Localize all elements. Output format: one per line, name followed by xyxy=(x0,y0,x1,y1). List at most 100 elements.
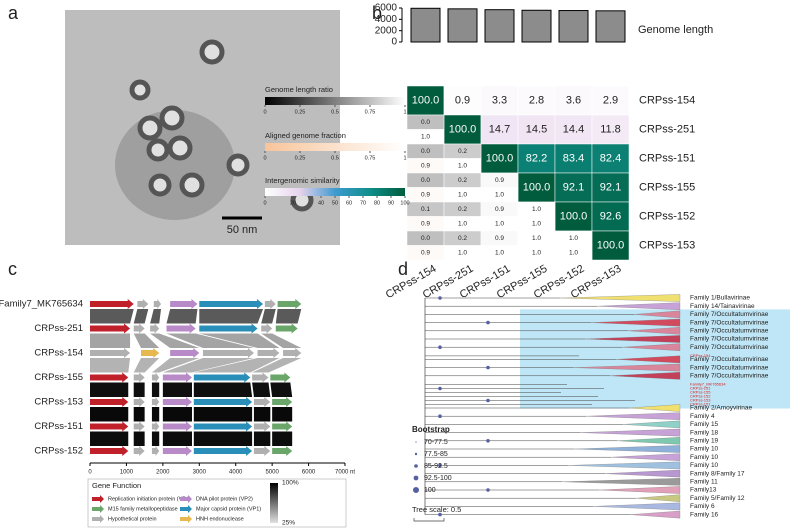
gene-arrow xyxy=(272,446,293,456)
homology-link xyxy=(261,309,276,324)
clade xyxy=(633,310,681,319)
x-tick-label: 5000 xyxy=(265,470,279,476)
gene-arrow xyxy=(90,323,131,334)
homology-link xyxy=(199,309,264,324)
similarity-cell xyxy=(591,230,630,261)
cell-label: 100.0 xyxy=(486,152,514,164)
homology-link xyxy=(133,333,160,348)
gene-arrow xyxy=(257,348,280,358)
homology-link xyxy=(133,358,160,373)
legend-swatch xyxy=(92,515,104,523)
leaf-label: Family 10 xyxy=(690,454,719,461)
leaf-label: Family 16 xyxy=(690,511,719,518)
homology-link xyxy=(252,358,302,373)
gene-arrow xyxy=(264,299,276,309)
bootstrap-node xyxy=(486,398,490,403)
clade xyxy=(604,469,681,478)
similarity-cell xyxy=(591,143,630,174)
cell-label: 1.0 xyxy=(458,249,467,256)
homology-link xyxy=(253,431,271,446)
homology-link xyxy=(90,309,134,324)
bootstrap-node xyxy=(438,463,442,468)
bar xyxy=(484,9,515,43)
cell-label: 3.3 xyxy=(492,94,507,106)
gene-arrow xyxy=(150,323,160,334)
colorbar-tick-label: 1 xyxy=(403,155,406,161)
homology-link xyxy=(261,333,302,348)
similarity-cell xyxy=(443,114,482,145)
gene-arrow xyxy=(90,446,129,456)
colorbar-tick-label: 20 xyxy=(290,200,296,206)
cell-label: 0.0 xyxy=(421,119,430,126)
clade xyxy=(573,445,681,453)
legend-label: 70-77.5 xyxy=(424,439,448,446)
clade xyxy=(585,412,681,420)
homology-link xyxy=(272,431,293,446)
legend-label: Replication initiation protein (VP4) xyxy=(108,496,191,502)
bootstrap-node xyxy=(438,386,442,391)
gene-arrow xyxy=(193,372,251,383)
colorbar-tick-label: 100 xyxy=(400,200,409,206)
cell-label: 92.1 xyxy=(600,181,621,193)
cell-label: 1.0 xyxy=(569,235,578,242)
colorbar-tick-label: 0 xyxy=(263,200,266,206)
row-label: Family7_MK765634 xyxy=(0,299,83,310)
homology-link xyxy=(90,333,131,348)
gene-arrow xyxy=(277,299,302,309)
colorbar-tick-label: 80 xyxy=(374,200,380,206)
cell-label: 0.1 xyxy=(421,206,430,213)
leaf-label: Family 2/Amoyvirinae xyxy=(690,405,753,412)
row-label: CRPss-154 xyxy=(34,348,83,359)
bootstrap-node xyxy=(486,488,490,492)
gene-arrow xyxy=(170,299,198,309)
clade xyxy=(615,355,681,364)
similarity-cell xyxy=(406,85,445,116)
cell-label: 1.0 xyxy=(532,206,541,213)
homology-link xyxy=(150,333,200,348)
leaf-label: Family 5/Family 12 xyxy=(690,495,745,502)
leaf-label: CRPss-151 xyxy=(690,402,711,407)
homology-link xyxy=(199,333,280,348)
cell-label: 1.0 xyxy=(421,133,430,140)
bar xyxy=(410,7,441,43)
homology-link xyxy=(252,382,271,397)
colorbar-tick-label: 0 xyxy=(263,109,266,115)
colorbar-tick-label: 0.25 xyxy=(295,155,306,161)
similarity-cell xyxy=(591,85,630,116)
leaf-label: Family 4 xyxy=(690,413,715,420)
gene-arrow xyxy=(162,446,192,456)
clade xyxy=(621,343,681,351)
clade xyxy=(610,453,681,461)
cell-label: 0.9 xyxy=(421,191,430,198)
leaf-label: Family13 xyxy=(690,487,717,494)
homology-link xyxy=(150,309,162,324)
leaf-label: Family 7/Occultatumvirinae xyxy=(690,356,769,363)
scale-bar-label: 50 nm xyxy=(227,224,258,236)
colorbar-tick-label: 0.75 xyxy=(365,109,376,115)
leaf-label: CRPss-251 xyxy=(690,386,711,391)
gene-arrow xyxy=(90,348,131,358)
row-label: CRPss-155 xyxy=(639,181,695,193)
colorbar-tick-label: 70 xyxy=(360,200,366,206)
homology-link xyxy=(270,382,293,397)
leaf-label: Family 11 xyxy=(690,479,718,486)
gene-arrow xyxy=(162,421,192,432)
homology-link xyxy=(162,407,192,422)
row-label: CRPss-152 xyxy=(34,446,83,457)
gene-arrow xyxy=(272,421,293,432)
clade xyxy=(572,363,681,372)
colorbar-tick-label: 0 xyxy=(263,155,266,161)
row-label: CRPss-151 xyxy=(639,152,695,164)
leaf-label: Family 7/Occultatumvirinae xyxy=(690,328,769,335)
gene-arrow xyxy=(272,397,293,407)
leaf-label: Family 7/Occultatumvirinae xyxy=(690,344,769,351)
legend-label: M15 family metallopeptidase xyxy=(108,506,178,512)
homology-link xyxy=(151,407,160,422)
tree-scale: Tree scale: 0.5 xyxy=(412,505,461,514)
micrograph xyxy=(65,10,340,245)
similarity-cell xyxy=(517,114,556,145)
gene-arrow xyxy=(162,397,192,407)
row-label: CRPss-251 xyxy=(34,323,83,334)
cell-label: 0.9 xyxy=(455,94,470,106)
cell-label: 1.0 xyxy=(569,249,578,256)
